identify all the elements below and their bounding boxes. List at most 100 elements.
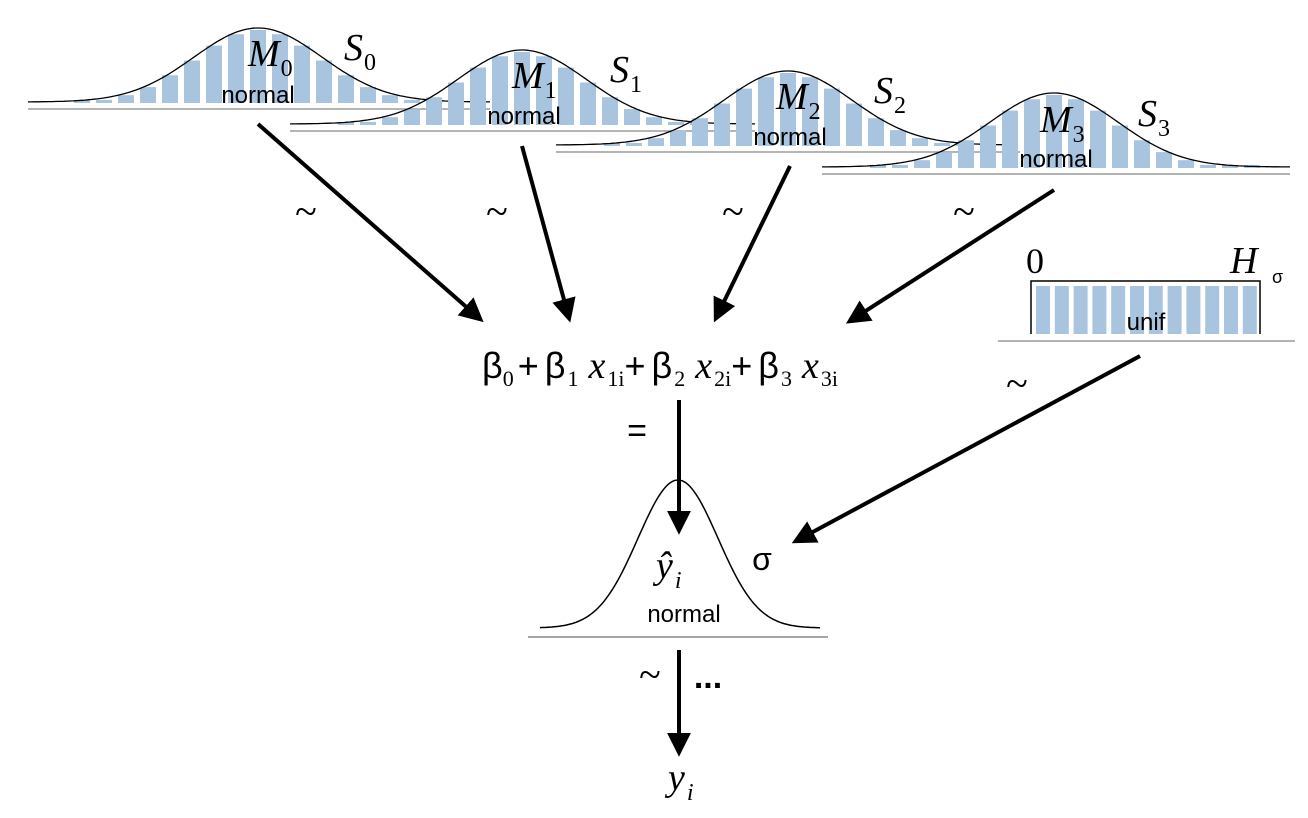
plus-1: + <box>518 345 539 386</box>
prior-2-mean: M <box>775 76 810 118</box>
arrow-prior-2 <box>713 165 792 323</box>
unif-density-line <box>1030 280 1261 334</box>
beta-3-sub: 3 <box>781 366 792 391</box>
tilde-prior-2: ~ <box>722 189 744 234</box>
prior-1-bar <box>558 67 574 125</box>
prior-2-curve <box>556 70 1018 146</box>
unif-bar <box>1186 286 1201 334</box>
prior-2-bar <box>912 138 928 146</box>
x-3-sub: 3i <box>821 366 838 391</box>
prior-1-density <box>290 49 755 132</box>
prior-0-bar <box>272 34 288 103</box>
prior-0-labels: M0 S0 normal <box>221 27 376 109</box>
prior-2-bar <box>868 118 884 146</box>
prior-1-bar <box>668 121 684 125</box>
likelihood-mean: ŷ <box>652 545 673 587</box>
prior-2-labels: M2 S2 normal <box>753 70 906 151</box>
unif-high-sub: σ <box>1272 267 1283 287</box>
unif-dist-label: unif <box>1127 309 1166 336</box>
tilde-prior-0: ~ <box>295 189 317 234</box>
prior-0-bar <box>206 45 222 103</box>
prior-0-bar <box>96 99 112 103</box>
prior-3-bar <box>936 152 952 168</box>
prior-0-bar <box>404 99 420 103</box>
prior-2-bar <box>670 130 686 146</box>
prior-2-bar <box>824 88 840 146</box>
prior-0-bar <box>250 30 266 103</box>
svg-text:M1: M1 <box>511 55 557 104</box>
prior-arrows <box>256 122 1141 757</box>
x-1-sub: 1i <box>607 366 624 391</box>
x-2: x <box>694 345 712 387</box>
beta-1: β <box>545 345 566 386</box>
data-node: yi <box>664 757 694 806</box>
prior-2-bar <box>626 142 642 146</box>
prior-2-scale-sub: 2 <box>894 93 906 119</box>
prior-3-bar <box>914 160 930 168</box>
arrow-sigma-prior <box>791 354 1141 544</box>
unif-bar <box>1092 286 1107 334</box>
prior-1-scale-sub: 1 <box>630 72 642 98</box>
prior-3-bar <box>1200 164 1216 168</box>
prior-1-mean-sub: 1 <box>545 78 557 104</box>
prior-0-curve <box>28 27 490 103</box>
prior-2-bar <box>736 88 752 146</box>
svg-text:M2: M2 <box>775 76 821 125</box>
prior-3-bar <box>1134 140 1150 168</box>
prior-2-bar <box>846 103 862 146</box>
prior-1-bar <box>492 56 508 125</box>
prior-2-bar <box>714 103 730 146</box>
prior-3-bar <box>1222 165 1238 168</box>
prior-distributions <box>28 27 1290 175</box>
prior-0-bar <box>162 75 178 103</box>
beta-0: β <box>482 345 503 386</box>
prior-3-curve <box>822 92 1290 168</box>
svg-text:S0: S0 <box>344 27 376 76</box>
prior-1-bar <box>360 121 376 125</box>
prior-3-scale-sub: 3 <box>1158 116 1170 142</box>
prior-0-bar <box>382 95 398 103</box>
prior-3-bar <box>1090 110 1106 168</box>
svg-text:S1: S1 <box>610 49 642 98</box>
prior-0-mean-sub: 0 <box>281 56 293 82</box>
prior-1-bar <box>624 109 640 125</box>
svg-text:S3: S3 <box>1138 93 1170 142</box>
unif-low-label: 0 <box>1026 241 1044 281</box>
plus-3: + <box>731 345 752 386</box>
prior-1-curve <box>290 49 755 125</box>
prior-2-bar <box>890 130 906 146</box>
prior-3-bar <box>892 164 908 168</box>
prior-3-density <box>822 92 1290 175</box>
sigma-prior: 0 H σ unif <box>998 240 1295 342</box>
prior-0-bar <box>294 45 310 103</box>
arrow-prior-3 <box>845 188 1056 324</box>
unif-bar <box>1224 286 1238 334</box>
prior-1-bar <box>580 82 596 125</box>
prior-2-bar <box>780 73 796 146</box>
beta-1-sub: 1 <box>567 366 578 391</box>
svg-text:yi: yi <box>664 757 694 806</box>
prior-0-bar <box>338 75 354 103</box>
prior-0-scale-sub: 0 <box>364 50 376 76</box>
prior-1-bar <box>536 56 552 125</box>
prior-2-bar <box>758 77 774 146</box>
prior-3-bar <box>958 140 974 168</box>
tilde-prior-1: ~ <box>486 189 508 234</box>
prior-3-bar <box>1024 99 1040 168</box>
unif-high-label: H <box>1229 240 1260 282</box>
prior-0-bar <box>228 34 244 103</box>
beta-0-sub: 0 <box>503 366 514 391</box>
unif-bar <box>1130 286 1144 334</box>
likelihood-sd: σ <box>752 541 772 577</box>
prior-1-dist-label: normal <box>487 103 560 130</box>
prior-1-bar <box>448 82 464 125</box>
prior-0-mean: M <box>247 33 282 75</box>
tilde-labels: ~ ~ ~ ~ ~ ~ <box>295 189 1028 697</box>
arrow-prior-0 <box>256 122 484 323</box>
unif-bars <box>1036 286 1257 334</box>
likelihood-distribution: ŷi σ normal ... <box>528 479 828 696</box>
tilde-sigma-prior: ~ <box>1006 361 1028 406</box>
unif-bar <box>1036 286 1050 334</box>
